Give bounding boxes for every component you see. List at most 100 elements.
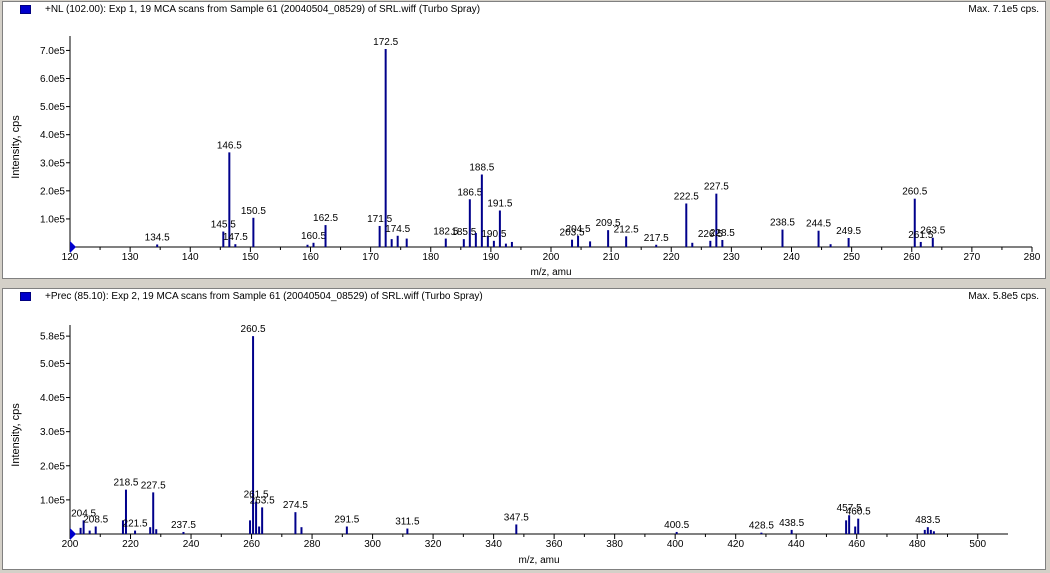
- peak-label: 244.5: [806, 219, 831, 230]
- y-tick-label: 3.0e5: [40, 158, 65, 169]
- peak-label: 186.5: [457, 187, 482, 198]
- peak-label: 400.5: [664, 520, 689, 531]
- peak-label: 227.5: [141, 480, 166, 491]
- x-tick-label: 420: [727, 539, 744, 550]
- x-tick-label: 180: [422, 252, 439, 263]
- x-tick-label: 140: [182, 252, 199, 263]
- peak-label: 311.5: [395, 517, 420, 528]
- peak-label: 212.5: [614, 224, 639, 235]
- x-axis-title: m/z, amu: [530, 267, 571, 278]
- peak-label: 237.5: [171, 520, 196, 531]
- y-tick-label: 2.0e5: [40, 186, 65, 197]
- origin-marker-icon: [70, 528, 76, 540]
- x-tick-label: 440: [788, 539, 805, 550]
- series-swatch-icon[interactable]: [20, 5, 31, 14]
- x-tick-label: 220: [663, 252, 680, 263]
- peak-label: 208.5: [83, 514, 108, 525]
- peak-label: 347.5: [504, 512, 529, 523]
- peak-label: 261.5: [908, 230, 933, 241]
- y-tick-label: 5.0e5: [40, 102, 65, 113]
- x-tick-label: 320: [425, 539, 442, 550]
- peak-label: 217.5: [644, 233, 669, 244]
- peak-label: 428.5: [749, 521, 774, 532]
- spectrum-plot-prec[interactable]: 200 220 240 260 280 300 320 340 360 380 400 420 440 4…: [3, 289, 1046, 570]
- pane-title: +Prec (85.10): Exp 2, 19 MCA scans from …: [45, 291, 483, 302]
- y-tick-label: 3.0e5: [40, 427, 65, 438]
- y-tick-label: 7.0e5: [40, 46, 65, 57]
- x-tick-label: 280: [304, 539, 321, 550]
- peak-label: 260.5: [902, 187, 927, 198]
- x-tick-label: 300: [364, 539, 381, 550]
- y-tick-label: 4.0e5: [40, 393, 65, 404]
- y-tick-label: 4.0e5: [40, 130, 65, 141]
- peak-label: 185.5: [451, 227, 476, 238]
- x-tick-label: 260: [243, 539, 260, 550]
- peak-label: 147.5: [223, 232, 248, 243]
- x-tick-label: 480: [909, 539, 926, 550]
- peak-label: 226.5: [698, 229, 723, 240]
- peak-label: 261.5: [244, 490, 269, 501]
- x-tick-label: 460: [848, 539, 865, 550]
- peak-label: 146.5: [217, 140, 242, 151]
- peak-label: 160.5: [301, 231, 326, 242]
- x-axis-title: m/z, amu: [518, 555, 559, 566]
- x-tick-label: 240: [783, 252, 800, 263]
- spectrum-plot-nl[interactable]: 120 130 140 150 160 170 180 190 200 210 220 230 240 2…: [3, 2, 1046, 279]
- x-tick-label: 150: [242, 252, 259, 263]
- series-swatch-icon[interactable]: [20, 292, 31, 301]
- y-tick-label: 6.0e5: [40, 74, 65, 85]
- y-tick-label: 2.0e5: [40, 461, 65, 472]
- x-tick-label: 170: [362, 252, 379, 263]
- peak-label: 209.5: [596, 218, 621, 229]
- spectrum-pane-nl: +NL (102.00): Exp 1, 19 MCA scans from S…: [2, 1, 1046, 279]
- peak-label: 190.5: [481, 229, 506, 240]
- x-tick-label: 240: [183, 539, 200, 550]
- peak-label: 238.5: [770, 218, 795, 229]
- peak-label: 291.5: [334, 514, 359, 525]
- peak-label: 172.5: [373, 37, 398, 48]
- peak-label: 222.5: [674, 191, 699, 202]
- x-tick-label: 230: [723, 252, 740, 263]
- peak-label: 191.5: [487, 198, 512, 209]
- y-tick-label: 1.0e5: [40, 214, 65, 225]
- x-tick-label: 270: [964, 252, 981, 263]
- x-tick-label: 200: [62, 539, 79, 550]
- peak-label: 145.5: [211, 220, 236, 231]
- peak-label: 171.5: [367, 214, 392, 225]
- peak-label: 483.5: [915, 515, 940, 526]
- peak-label: 438.5: [779, 518, 804, 529]
- x-tick-label: 120: [62, 252, 79, 263]
- x-tick-label: 160: [302, 252, 319, 263]
- peak-label: 460.5: [846, 507, 871, 518]
- peak-label: 188.5: [469, 163, 494, 174]
- peak-label: 457.5: [837, 503, 862, 514]
- x-tick-label: 190: [483, 252, 500, 263]
- x-tick-label: 500: [969, 539, 986, 550]
- y-tick-label: 1.0e5: [40, 495, 65, 506]
- x-tick-label: 250: [843, 252, 860, 263]
- pane-title: +NL (102.00): Exp 1, 19 MCA scans from S…: [45, 4, 481, 15]
- peak-label: 221.5: [123, 519, 148, 530]
- peak-label: 162.5: [313, 213, 338, 224]
- y-tick-label: 5.0e5: [40, 359, 65, 370]
- peak-label: 204.5: [71, 508, 96, 519]
- spectrum-pane-prec: +Prec (85.10): Exp 2, 19 MCA scans from …: [2, 288, 1046, 570]
- peak-label: 260.5: [241, 324, 266, 335]
- y-axis-title: Intensity, cps: [10, 403, 22, 467]
- peak-label: 203.5: [560, 228, 585, 239]
- y-axis-title: Intensity, cps: [10, 115, 22, 179]
- peak-label: 134.5: [145, 232, 170, 243]
- peak-label: 249.5: [836, 226, 861, 237]
- peak-label: 263.5: [920, 226, 945, 237]
- peak-label: 204.5: [566, 224, 591, 235]
- peak-label: 174.5: [385, 224, 410, 235]
- x-tick-label: 340: [485, 539, 502, 550]
- peak-label: 150.5: [241, 206, 266, 217]
- peak-label: 182.5: [433, 227, 458, 238]
- x-tick-label: 260: [903, 252, 920, 263]
- x-tick-label: 210: [603, 252, 620, 263]
- x-tick-label: 200: [543, 252, 560, 263]
- x-tick-label: 360: [546, 539, 563, 550]
- x-tick-label: 280: [1024, 252, 1041, 263]
- peak-label: 227.5: [704, 182, 729, 193]
